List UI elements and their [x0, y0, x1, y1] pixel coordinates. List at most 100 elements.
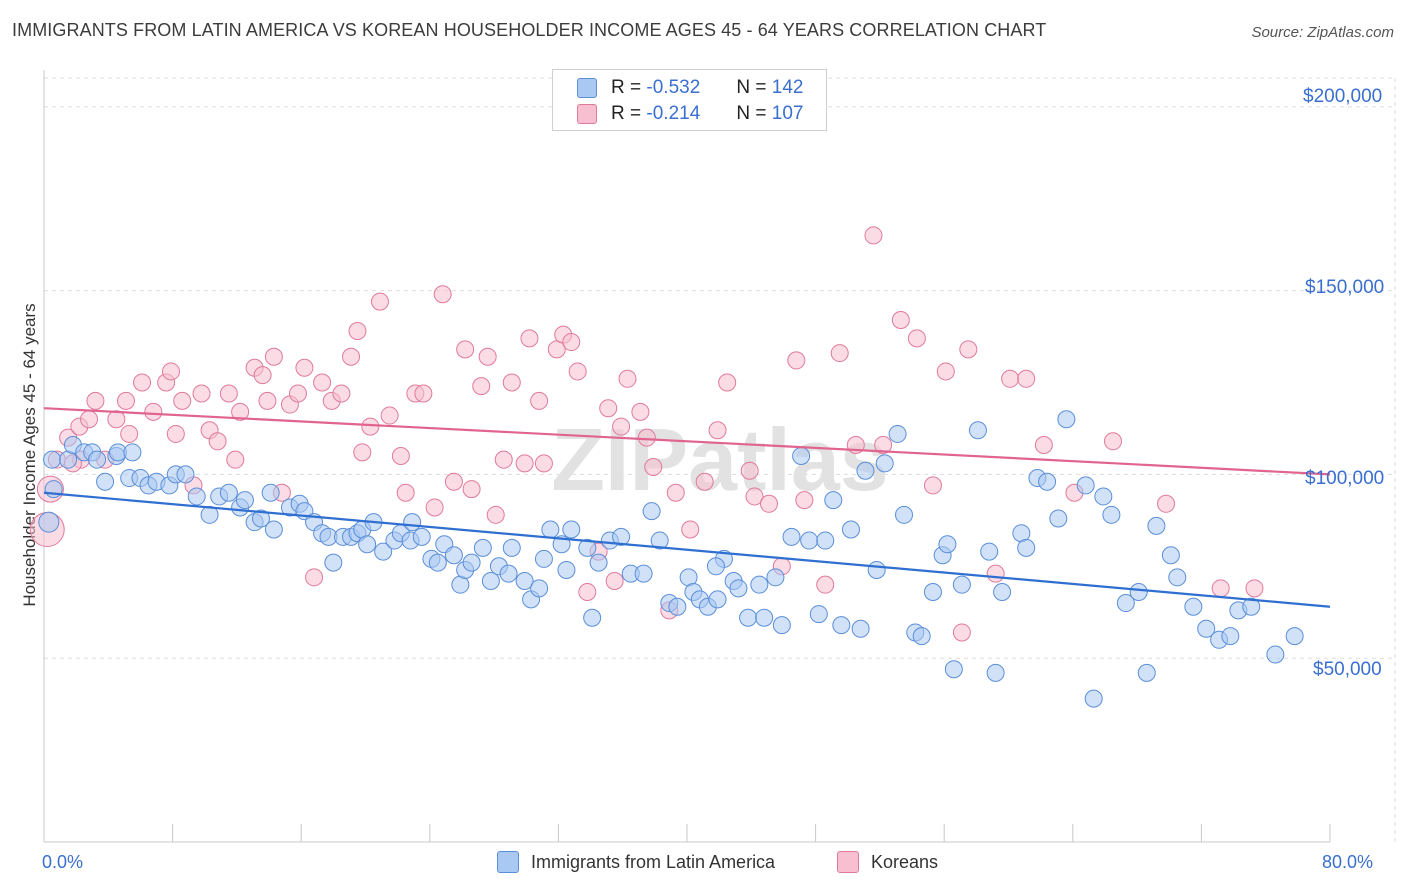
data-point-latin-america — [583, 608, 602, 627]
data-point-latin-america — [123, 443, 142, 462]
data-point-latin-america — [264, 520, 283, 539]
data-point-latin-america — [541, 520, 560, 539]
data-point-latin-america — [1017, 538, 1036, 557]
legend-row-koreans: R = -0.214 N = 107 — [577, 102, 803, 126]
data-point-latin-america — [462, 553, 481, 572]
data-point-latin-america — [589, 553, 608, 572]
data-point-latin-america — [252, 509, 271, 528]
chart-title: IMMIGRANTS FROM LATIN AMERICA VS KOREAN … — [12, 20, 1047, 40]
data-point-latin-america — [832, 616, 851, 635]
data-point-korean — [986, 564, 1005, 583]
n-label: N = — [736, 103, 767, 124]
data-point-korean — [456, 340, 475, 359]
data-point-latin-america — [428, 553, 447, 572]
data-point-korean — [515, 454, 534, 473]
data-point-latin-america — [530, 579, 549, 598]
data-point-korean — [258, 391, 277, 410]
data-point-latin-america — [612, 527, 631, 546]
data-point-korean — [605, 571, 624, 590]
data-point-latin-america — [968, 421, 987, 440]
data-point-latin-america — [642, 502, 661, 521]
data-point-korean — [718, 373, 737, 392]
data-point-latin-america — [1137, 663, 1156, 682]
series-latin-america-points — [38, 410, 1304, 708]
data-point-latin-america — [952, 575, 971, 594]
legend-item-koreans[interactable]: Koreans — [837, 851, 938, 873]
data-point-korean — [830, 344, 849, 363]
data-point-korean — [173, 391, 192, 410]
data-point-latin-america — [809, 605, 828, 624]
r-value: -0.532 — [646, 77, 701, 98]
data-point-korean — [332, 384, 351, 403]
data-point-korean — [666, 483, 685, 502]
data-point-korean — [520, 329, 539, 348]
data-point-korean — [433, 285, 452, 304]
data-point-korean — [353, 443, 372, 462]
data-point-latin-america — [1116, 594, 1135, 613]
correlation-legend: R = -0.532 N = 142 R = -0.214 N = 107 — [552, 69, 827, 131]
data-point-latin-america — [1161, 546, 1180, 565]
data-point-korean — [107, 410, 126, 429]
legend-swatch-pink — [837, 851, 859, 873]
data-point-latin-america — [875, 454, 894, 473]
series-legend: Immigrants from Latin America Koreans — [0, 851, 1406, 877]
y-tick-label-150k: $150,000 — [1305, 277, 1385, 298]
data-point-latin-america — [755, 608, 774, 627]
data-point-latin-america — [993, 583, 1012, 602]
data-point-korean — [816, 575, 835, 594]
data-point-latin-america — [729, 579, 748, 598]
legend-swatch-blue — [497, 851, 519, 873]
data-point-latin-america — [38, 511, 60, 533]
data-point-latin-america — [374, 542, 393, 561]
data-point-latin-america — [562, 520, 581, 539]
data-point-korean — [231, 402, 250, 421]
data-point-korean — [681, 520, 700, 539]
data-point-latin-america — [534, 549, 553, 568]
data-point-korean — [618, 369, 637, 388]
y-tick-label-100k: $100,000 — [1305, 468, 1385, 489]
data-point-korean — [959, 340, 978, 359]
legend-swatch-pink — [577, 104, 597, 124]
data-point-korean — [936, 362, 955, 381]
data-point-latin-america — [634, 564, 653, 583]
n-value: 107 — [771, 103, 804, 124]
data-point-korean — [86, 391, 105, 410]
legend-row-latin-america: R = -0.532 N = 142 — [577, 76, 803, 100]
data-point-korean — [264, 347, 283, 366]
data-point-korean — [305, 568, 324, 587]
data-point-latin-america — [502, 538, 521, 557]
data-point-latin-america — [800, 531, 819, 550]
data-point-korean — [864, 226, 883, 245]
data-point-latin-america — [1129, 583, 1148, 602]
data-point-korean — [380, 406, 399, 425]
data-point-korean — [502, 373, 521, 392]
data-point-korean — [80, 410, 99, 429]
legend-item-latin-america[interactable]: Immigrants from Latin America — [497, 851, 775, 873]
r-label: R = — [611, 77, 642, 98]
data-point-korean — [759, 494, 778, 513]
data-point-latin-america — [1242, 597, 1261, 616]
data-point-korean — [907, 329, 926, 348]
data-point-korean — [1017, 369, 1036, 388]
data-point-latin-america — [816, 531, 835, 550]
data-point-korean — [192, 384, 211, 403]
data-point-korean — [891, 310, 910, 329]
data-point-korean — [952, 623, 971, 642]
data-point-korean — [568, 362, 587, 381]
data-point-korean — [795, 491, 814, 510]
data-point-korean — [370, 292, 389, 311]
data-point-korean — [444, 472, 463, 491]
data-point-latin-america — [176, 465, 195, 484]
data-point-korean — [472, 377, 491, 396]
data-point-korean — [478, 347, 497, 366]
data-point-latin-america — [43, 450, 62, 469]
data-point-korean — [578, 583, 597, 602]
data-point-latin-america — [750, 575, 769, 594]
data-point-latin-america — [856, 461, 875, 480]
x-tick-label-min: 0.0% — [42, 852, 84, 872]
data-point-latin-america — [1084, 689, 1103, 708]
trend-line-koreans — [43, 407, 1331, 476]
data-point-korean — [486, 505, 505, 524]
data-point-korean — [288, 384, 307, 403]
